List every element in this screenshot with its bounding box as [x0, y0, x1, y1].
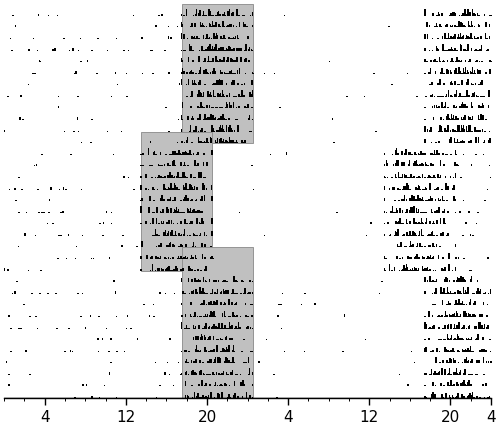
Bar [182, 4, 252, 143]
Bar [182, 248, 252, 398]
Bar [141, 132, 212, 271]
